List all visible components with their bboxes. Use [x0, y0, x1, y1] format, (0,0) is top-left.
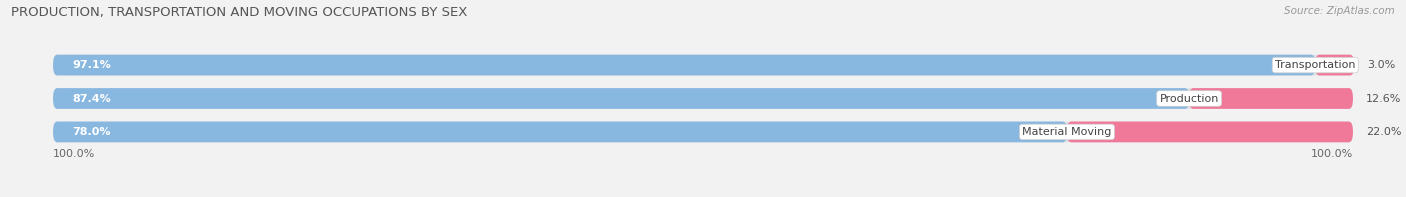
FancyBboxPatch shape	[1315, 55, 1354, 75]
Text: Transportation: Transportation	[1275, 60, 1355, 70]
FancyBboxPatch shape	[53, 55, 1353, 75]
Text: 100.0%: 100.0%	[1310, 149, 1353, 159]
Text: PRODUCTION, TRANSPORTATION AND MOVING OCCUPATIONS BY SEX: PRODUCTION, TRANSPORTATION AND MOVING OC…	[11, 6, 468, 19]
Text: 22.0%: 22.0%	[1367, 127, 1402, 137]
Text: 100.0%: 100.0%	[53, 149, 96, 159]
FancyBboxPatch shape	[1067, 122, 1353, 142]
FancyBboxPatch shape	[53, 122, 1067, 142]
FancyBboxPatch shape	[53, 122, 1353, 142]
Text: 97.1%: 97.1%	[73, 60, 111, 70]
FancyBboxPatch shape	[53, 88, 1189, 109]
FancyBboxPatch shape	[1189, 88, 1353, 109]
FancyBboxPatch shape	[53, 88, 1353, 109]
Text: 12.6%: 12.6%	[1367, 94, 1402, 103]
Text: 3.0%: 3.0%	[1367, 60, 1396, 70]
FancyBboxPatch shape	[53, 55, 1315, 75]
Text: Source: ZipAtlas.com: Source: ZipAtlas.com	[1284, 6, 1395, 16]
Text: 87.4%: 87.4%	[73, 94, 111, 103]
Text: 78.0%: 78.0%	[73, 127, 111, 137]
Text: Material Moving: Material Moving	[1022, 127, 1112, 137]
Text: Production: Production	[1160, 94, 1219, 103]
